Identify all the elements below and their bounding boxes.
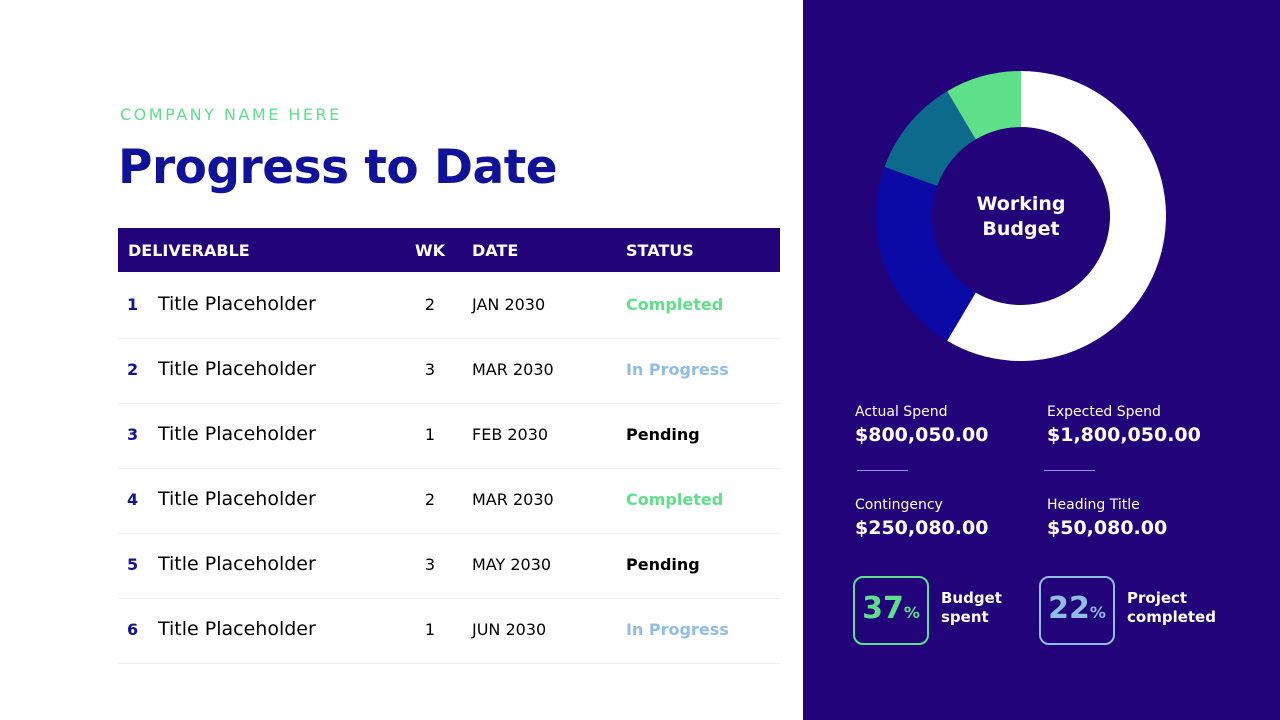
kpi-number: 22 bbox=[1048, 591, 1090, 626]
table-row: 6 Title Placeholder 1 JUN 2030 In Progress bbox=[118, 598, 780, 664]
week: 3 bbox=[424, 555, 436, 574]
kpi-unit: % bbox=[1089, 603, 1106, 622]
table-row: 5 Title Placeholder 3 MAY 2030 Pending bbox=[118, 533, 780, 599]
stat-label: Heading Title bbox=[1047, 497, 1140, 513]
week: 2 bbox=[424, 295, 436, 314]
deliverable-title: Title Placeholder bbox=[158, 553, 316, 575]
row-number: 4 bbox=[127, 490, 139, 509]
column-header: DELIVERABLE bbox=[128, 241, 250, 260]
status: Pending bbox=[626, 555, 700, 574]
deliverable-title: Title Placeholder bbox=[158, 488, 316, 510]
row-number: 1 bbox=[127, 295, 139, 314]
status: Completed bbox=[626, 490, 724, 509]
status: Completed bbox=[626, 295, 724, 314]
date: MAY 2030 bbox=[472, 555, 552, 574]
deliverable-title: Title Placeholder bbox=[158, 358, 316, 380]
kpi-unit: % bbox=[903, 603, 920, 622]
stat-value: $800,050.00 bbox=[855, 424, 989, 446]
deliverable-title: Title Placeholder bbox=[158, 618, 316, 640]
column-header: DATE bbox=[472, 241, 519, 260]
kpi-number: 37 bbox=[862, 591, 904, 626]
kpi-label: Project completed bbox=[1127, 589, 1216, 626]
row-number: 3 bbox=[127, 425, 139, 444]
stat-label: Actual Spend bbox=[855, 404, 948, 420]
status: In Progress bbox=[626, 620, 729, 639]
donut-segment bbox=[947, 71, 1166, 361]
divider bbox=[857, 470, 908, 471]
week: 1 bbox=[424, 425, 436, 444]
stat-label: Contingency bbox=[855, 497, 943, 513]
date: FEB 2030 bbox=[472, 425, 549, 444]
date: MAR 2030 bbox=[472, 490, 554, 509]
status: Pending bbox=[626, 425, 700, 444]
stat-value: $50,080.00 bbox=[1047, 517, 1168, 539]
deliverable-title: Title Placeholder bbox=[158, 423, 316, 445]
row-number: 6 bbox=[127, 620, 139, 639]
date: MAR 2030 bbox=[472, 360, 554, 379]
stat-value: $1,800,050.00 bbox=[1047, 424, 1201, 446]
slide-title: Progress to Date bbox=[118, 140, 558, 195]
status: In Progress bbox=[626, 360, 729, 379]
date: JAN 2030 bbox=[472, 295, 546, 314]
row-number: 5 bbox=[127, 555, 139, 574]
stat-label: Expected Spend bbox=[1047, 404, 1161, 420]
column-header: WK bbox=[415, 241, 446, 260]
donut-segment bbox=[947, 71, 1021, 140]
week: 2 bbox=[424, 490, 436, 509]
company-name: COMPANY NAME HERE bbox=[120, 105, 342, 124]
kpi-label: Budget spent bbox=[941, 589, 1002, 626]
donut-segment bbox=[875, 166, 976, 341]
kpi-box: 37% bbox=[853, 576, 929, 645]
divider bbox=[1044, 470, 1095, 471]
donut-center-label: Working Budget bbox=[976, 193, 1066, 240]
donut-segment bbox=[884, 91, 976, 186]
deliverable-title: Title Placeholder bbox=[158, 293, 316, 315]
column-header: STATUS bbox=[626, 241, 694, 260]
table-row: 3 Title Placeholder 1 FEB 2030 Pending bbox=[118, 403, 780, 469]
table-row: 2 Title Placeholder 3 MAR 2030 In Progress bbox=[118, 338, 780, 404]
week: 1 bbox=[424, 620, 436, 639]
row-number: 2 bbox=[127, 360, 139, 379]
table-header: DELIVERABLE WK DATE STATUS bbox=[118, 228, 780, 272]
kpi-box: 22% bbox=[1039, 576, 1115, 645]
date: JUN 2030 bbox=[472, 620, 547, 639]
table-row: 4 Title Placeholder 2 MAR 2030 Completed bbox=[118, 468, 780, 534]
table-row: 1 Title Placeholder 2 JAN 2030 Completed bbox=[118, 273, 780, 339]
week: 3 bbox=[424, 360, 436, 379]
stat-value: $250,080.00 bbox=[855, 517, 989, 539]
